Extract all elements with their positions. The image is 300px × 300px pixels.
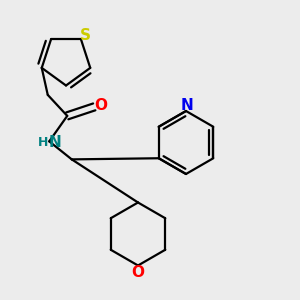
Text: S: S	[80, 28, 91, 43]
Text: N: N	[48, 135, 61, 150]
Text: N: N	[180, 98, 193, 113]
Text: O: O	[94, 98, 107, 113]
Text: H: H	[38, 136, 48, 149]
Text: O: O	[131, 265, 145, 280]
